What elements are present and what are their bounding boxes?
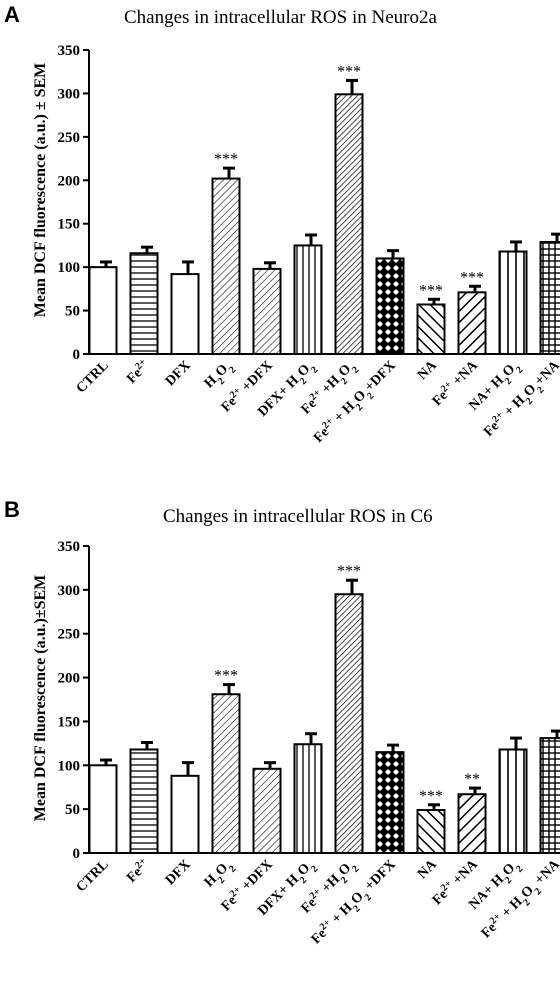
significance-marker: *** xyxy=(214,151,238,168)
bar xyxy=(131,253,158,354)
bar xyxy=(377,752,404,853)
bar xyxy=(213,179,240,354)
bar xyxy=(377,258,404,354)
y-tick-label: 150 xyxy=(58,217,81,233)
bar xyxy=(90,267,117,354)
bar xyxy=(541,242,560,354)
bar xyxy=(172,776,199,853)
y-tick-label: 300 xyxy=(58,86,81,102)
bar xyxy=(418,304,445,354)
chart-panel-b: B Changes in intracellular ROS in C6 Mea… xyxy=(4,497,560,951)
category-label: NA xyxy=(415,857,441,883)
bar xyxy=(459,794,486,853)
chart-panel-a: A Changes in intracellular ROS in Neuro2… xyxy=(4,2,560,449)
category-label: CTRL xyxy=(74,857,112,895)
y-tick-label: 250 xyxy=(58,627,81,643)
category-label: DFX xyxy=(163,857,194,888)
bar xyxy=(254,269,281,354)
y-tick-label: 200 xyxy=(58,671,81,687)
significance-marker: *** xyxy=(214,668,238,685)
y-tick-label: 300 xyxy=(58,583,81,599)
chart-title-b: Changes in intracellular ROS in C6 xyxy=(163,506,433,527)
y-tick-label: 200 xyxy=(58,173,81,189)
category-label: DFX xyxy=(163,358,194,389)
bar xyxy=(336,594,363,853)
bar xyxy=(131,749,158,853)
bar xyxy=(213,694,240,853)
bar xyxy=(90,765,117,853)
bar xyxy=(295,744,322,853)
bars-a: *** *** *** *** xyxy=(90,63,560,354)
significance-marker: ** xyxy=(464,771,480,788)
y-tick-label: 150 xyxy=(58,714,81,730)
category-label: CTRL xyxy=(74,358,112,396)
y-tick-label: 100 xyxy=(58,758,81,774)
bar xyxy=(541,738,560,853)
significance-marker: *** xyxy=(460,269,484,286)
panel-letter-b: B xyxy=(4,497,20,522)
y-tick-label: 350 xyxy=(58,539,81,555)
category-label: Fe2+ xyxy=(122,855,153,886)
significance-marker: *** xyxy=(337,63,361,80)
y-tick-label: 350 xyxy=(58,43,81,59)
y-axis-label-b: Mean DCF fluorescence (a.u.)±SEM xyxy=(32,575,49,822)
bars-b: *********** xyxy=(90,563,560,853)
y-tick-label: 250 xyxy=(58,130,81,146)
y-tick-label: 0 xyxy=(73,347,81,363)
bar xyxy=(500,252,527,354)
chart-title-a: Changes in intracellular ROS in Neuro2a xyxy=(124,7,437,28)
bar xyxy=(172,274,199,354)
significance-marker: *** xyxy=(419,282,443,299)
y-tick-label: 50 xyxy=(65,304,80,320)
bar xyxy=(459,292,486,354)
bar xyxy=(295,245,322,354)
significance-marker: *** xyxy=(337,563,361,580)
bar xyxy=(254,769,281,853)
y-tick-label: 50 xyxy=(65,802,80,818)
bar xyxy=(418,810,445,853)
y-axis-label-a: Mean DCF fluorescence (a.u.) ± SEM xyxy=(32,63,49,318)
bar xyxy=(336,94,363,354)
category-label: NA xyxy=(415,358,441,384)
y-tick-label: 0 xyxy=(73,846,81,862)
bar xyxy=(500,749,527,853)
category-label: Fe2+ xyxy=(122,356,153,387)
y-tick-label: 100 xyxy=(58,260,81,276)
panel-letter-a: A xyxy=(4,2,20,27)
significance-marker: *** xyxy=(419,788,443,805)
